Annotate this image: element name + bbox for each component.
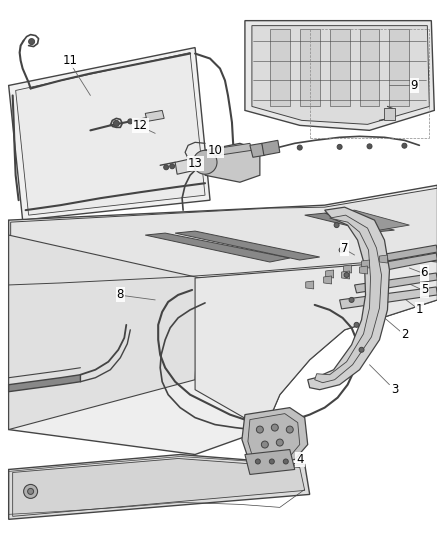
Text: 6: 6	[420, 266, 428, 279]
Circle shape	[164, 165, 169, 169]
Polygon shape	[9, 185, 437, 455]
Polygon shape	[308, 207, 389, 390]
Polygon shape	[11, 188, 437, 285]
Polygon shape	[9, 455, 310, 519]
Polygon shape	[250, 143, 265, 157]
Circle shape	[286, 426, 293, 433]
Circle shape	[367, 144, 372, 149]
Polygon shape	[9, 375, 81, 392]
Polygon shape	[300, 29, 320, 107]
Circle shape	[339, 247, 344, 253]
Polygon shape	[314, 215, 381, 383]
Polygon shape	[205, 143, 252, 157]
Circle shape	[256, 426, 263, 433]
Text: 3: 3	[391, 383, 398, 396]
Circle shape	[28, 38, 35, 45]
Text: 1: 1	[416, 303, 423, 317]
Polygon shape	[145, 110, 164, 122]
Circle shape	[28, 488, 34, 495]
Circle shape	[113, 120, 119, 126]
Polygon shape	[16, 53, 205, 215]
Polygon shape	[242, 408, 308, 464]
Circle shape	[271, 424, 278, 431]
Circle shape	[349, 297, 354, 302]
Polygon shape	[205, 143, 260, 182]
Circle shape	[193, 150, 217, 174]
Circle shape	[170, 164, 175, 169]
Polygon shape	[245, 449, 295, 474]
Circle shape	[402, 143, 407, 148]
Polygon shape	[325, 210, 410, 230]
Text: 11: 11	[63, 54, 78, 67]
Text: 13: 13	[187, 157, 202, 170]
Polygon shape	[385, 108, 396, 120]
Circle shape	[269, 459, 274, 464]
Polygon shape	[195, 260, 437, 430]
Circle shape	[255, 459, 260, 464]
Polygon shape	[306, 281, 314, 289]
Text: 10: 10	[208, 144, 223, 157]
Text: 2: 2	[401, 328, 408, 341]
Polygon shape	[374, 253, 437, 272]
Polygon shape	[175, 231, 320, 260]
Text: 9: 9	[411, 79, 418, 92]
Polygon shape	[379, 255, 388, 263]
Polygon shape	[339, 287, 437, 309]
Polygon shape	[9, 235, 200, 430]
Polygon shape	[270, 29, 290, 107]
Polygon shape	[379, 245, 437, 262]
Polygon shape	[361, 260, 370, 268]
Polygon shape	[342, 271, 350, 279]
Polygon shape	[175, 158, 195, 174]
Text: 7: 7	[341, 241, 348, 255]
Circle shape	[128, 119, 133, 124]
Polygon shape	[326, 270, 334, 278]
Circle shape	[297, 145, 302, 150]
Circle shape	[354, 322, 359, 327]
Text: 8: 8	[117, 288, 124, 302]
Polygon shape	[355, 273, 437, 293]
Polygon shape	[343, 265, 352, 273]
Polygon shape	[324, 276, 332, 284]
Polygon shape	[248, 414, 300, 461]
Circle shape	[334, 223, 339, 228]
Text: 5: 5	[420, 284, 428, 296]
Circle shape	[344, 272, 349, 278]
Polygon shape	[13, 458, 305, 516]
Polygon shape	[9, 47, 210, 220]
Circle shape	[283, 459, 288, 464]
Polygon shape	[245, 21, 434, 131]
Polygon shape	[330, 29, 350, 107]
Polygon shape	[262, 140, 280, 155]
Polygon shape	[360, 29, 379, 107]
Circle shape	[337, 144, 342, 149]
Polygon shape	[252, 26, 429, 124]
Circle shape	[24, 484, 38, 498]
Polygon shape	[145, 233, 290, 262]
Text: 4: 4	[296, 453, 304, 466]
Polygon shape	[305, 213, 395, 232]
Circle shape	[359, 348, 364, 352]
Polygon shape	[389, 29, 410, 107]
Polygon shape	[360, 266, 367, 274]
Circle shape	[276, 439, 283, 446]
Text: 12: 12	[133, 119, 148, 132]
Circle shape	[261, 441, 268, 448]
